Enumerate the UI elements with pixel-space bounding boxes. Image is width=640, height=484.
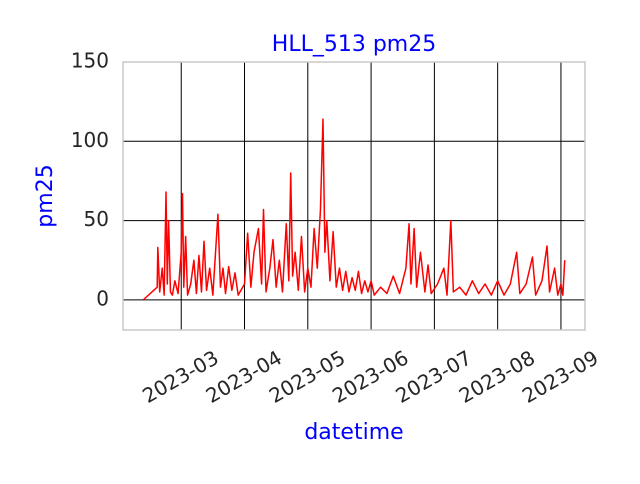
plot-frame: [122, 61, 586, 331]
y-tick-label: 50: [84, 207, 109, 231]
y-tick-label: 150: [71, 49, 109, 73]
data-line: [142, 118, 566, 301]
x-axis-label: datetime: [304, 420, 403, 445]
y-tick-label: 100: [71, 128, 109, 152]
y-tick-label: 0: [96, 286, 109, 310]
chart-title: HLL_513 pm25: [272, 32, 436, 57]
y-axis-label: pm25: [33, 164, 58, 227]
